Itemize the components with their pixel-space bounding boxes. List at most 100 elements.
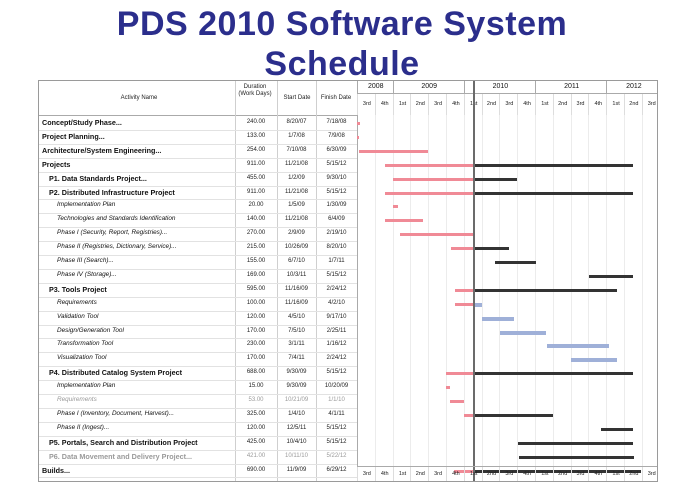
table-row[interactable]: P3. Tools Project 595.00 11/16/09 2/24/12: [39, 284, 657, 297]
table-row[interactable]: Phase III (Search)... 155.00 6/7/10 1/7/11: [39, 256, 657, 269]
gantt-bar[interactable]: [588, 274, 633, 278]
duration-cell: 270.00: [246, 230, 266, 237]
table-row[interactable]: P6. Data Movement and Delivery Project..…: [39, 451, 657, 464]
activity-name: Requirements: [57, 396, 97, 403]
table-row[interactable]: Project Planning... 133.00 1/7/08 7/9/08: [39, 131, 657, 144]
gantt-bar[interactable]: [445, 372, 473, 376]
activity-name: Phase III (Search)...: [57, 257, 114, 264]
duration-cell: 170.00: [246, 327, 266, 334]
gantt-bar[interactable]: [384, 163, 473, 167]
gantt-bar[interactable]: [482, 316, 515, 321]
table-row[interactable]: Phase I (Security, Report, Registries)..…: [39, 228, 657, 241]
gantt-bar[interactable]: [500, 330, 546, 335]
table-row[interactable]: Requirements 100.00 11/16/09 4/2/10: [39, 298, 657, 311]
start-cell: 11/21/08: [285, 188, 308, 195]
gantt-bar[interactable]: [473, 288, 617, 292]
gantt-bar[interactable]: [358, 149, 428, 153]
header-start: Start Date: [283, 95, 311, 101]
gantt-bar[interactable]: [473, 302, 482, 307]
table-row[interactable]: Projects 911.00 11/21/08 5/15/12: [39, 159, 657, 172]
finish-cell: 5/15/12: [326, 438, 347, 445]
activity-name: Builds...: [42, 465, 70, 475]
gantt-bar[interactable]: [384, 191, 473, 195]
table-row[interactable]: Builds... 690.00 11/9/09 6/29/12: [39, 465, 657, 478]
gantt-bar[interactable]: [473, 163, 633, 167]
duration-cell: 155.00: [246, 258, 266, 264]
finish-cell: 5/15/12: [326, 188, 347, 195]
gantt-bar[interactable]: [454, 288, 473, 292]
quarter-label-bottom: 4th: [588, 467, 607, 481]
gantt-bar[interactable]: [384, 219, 423, 223]
table-row[interactable]: Requirements 53.00 10/21/09 1/1/10: [39, 395, 657, 408]
start-cell: 10/26/09: [284, 244, 309, 251]
table-row[interactable]: Phase I (Inventory, Document, Harvest)..…: [39, 409, 657, 422]
gantt-bar[interactable]: [473, 413, 553, 417]
gantt-bar[interactable]: [357, 135, 359, 139]
gantt-bar[interactable]: [494, 261, 537, 264]
table-row[interactable]: P5. Portals, Search and Distribution Pro…: [39, 437, 657, 450]
gantt-bar[interactable]: [601, 427, 633, 431]
title-line-1: PDS 2010 Software System: [116, 5, 568, 43]
table-row[interactable]: Transformation Tool 230.00 3/1/11 1/16/12: [39, 339, 657, 352]
duration-cell: 254.00: [246, 146, 266, 153]
gantt-bar[interactable]: [400, 233, 473, 237]
gantt-bar[interactable]: [464, 413, 473, 417]
quarter-label-bottom: 4th: [517, 467, 536, 481]
gantt-bar[interactable]: [473, 247, 510, 251]
gantt-bar[interactable]: [473, 469, 642, 473]
table-row[interactable]: Technologies and Standards Identificatio…: [39, 214, 657, 227]
table-row[interactable]: Architecture/System Engineering... 254.00…: [39, 145, 657, 158]
gantt-bar[interactable]: [546, 344, 610, 349]
quarter-label-bottom: 3rd: [428, 467, 447, 481]
gantt-bar[interactable]: [357, 122, 361, 125]
gantt-bar[interactable]: [473, 191, 633, 195]
table-row[interactable]: Visualization Tool 170.00 7/4/11 2/24/12: [39, 353, 657, 366]
gantt-bar[interactable]: [453, 469, 473, 473]
start-cell: 1/2/09: [288, 174, 305, 181]
table-row[interactable]: Phase IV (Storage)... 169.00 10/3/11 5/15/1…: [39, 270, 657, 283]
gantt-bar[interactable]: [392, 177, 473, 181]
table-row[interactable]: Phase II (Registries, Dictionary, Servic…: [39, 242, 657, 255]
table-row[interactable]: P2. Distributed Infrastructure Project 91…: [39, 187, 657, 200]
table-row[interactable]: Phase II (Ingest)... 120.00 12/5/11 5/15/12: [39, 423, 657, 436]
year-2012: 2012: [606, 81, 657, 94]
gantt-bar[interactable]: [473, 177, 517, 181]
activity-name: P3. Tools Project: [49, 284, 107, 294]
activity-name: Technologies and Standards Identificatio…: [57, 215, 176, 223]
table-row[interactable]: Concept/Study Phase... 240.00 8/20/07 7/18/…: [39, 117, 657, 130]
activity-name: Phase II (Registries, Dictionary, Servic…: [57, 243, 177, 251]
activity-name: Design/Generation Tool: [57, 326, 124, 334]
activity-name: Implementation Plan: [57, 201, 116, 209]
gantt-bar[interactable]: [393, 205, 399, 209]
table-row[interactable]: Validation Tool 120.00 4/5/10 9/17/10: [39, 312, 657, 325]
duration-cell: 455.00: [246, 174, 266, 181]
quarter-label-bottom: 1st: [535, 467, 554, 481]
finish-cell: 2/24/12: [326, 355, 347, 362]
table-row[interactable]: Implementation Plan 20.00 1/5/09 1/30/09: [39, 200, 657, 213]
quarter-label-bottom: 2nd: [624, 467, 643, 481]
finish-cell: 2/19/10: [326, 230, 347, 237]
gantt-bar[interactable]: [450, 247, 473, 251]
quarter-label-bottom: 1st: [463, 467, 483, 481]
gantt-bar[interactable]: [519, 455, 635, 459]
table-row[interactable]: P1. Data Standards Project... 455.00 1/2/0…: [39, 173, 657, 186]
activity-name: Phase IV (Storage)...: [57, 270, 117, 278]
start-cell: 1/5/09: [288, 202, 305, 209]
gantt-bar[interactable]: [445, 386, 450, 390]
gantt-bar[interactable]: [454, 302, 473, 306]
quarter-label: 3rd: [357, 94, 376, 115]
gantt-bar[interactable]: [449, 400, 464, 403]
finish-cell: 9/30/10: [326, 174, 347, 181]
gantt-bar[interactable]: [571, 358, 617, 363]
table-row[interactable]: Design/Generation Tool 170.00 7/5/10 2/25/1…: [39, 326, 657, 339]
duration-cell: 140.00: [246, 216, 266, 223]
activity-name: P2. Distributed Infrastructure Project: [49, 187, 175, 197]
activity-name: Phase I (Inventory, Document, Harvest)..…: [57, 409, 175, 417]
table-row[interactable]: P4. Distributed Catalog System Project 68…: [39, 367, 657, 380]
activity-name: P6. Data Movement and Delivery Project..…: [49, 451, 193, 461]
gantt-bar[interactable]: [473, 372, 633, 376]
gantt-bar[interactable]: [517, 441, 633, 445]
table-header: Activity Name Duration (Work Days) Start…: [39, 81, 357, 116]
table-row[interactable]: Implementation Plan 15.00 9/30/09 10/20/09: [39, 381, 657, 394]
start-cell: 2/9/09: [288, 230, 305, 237]
